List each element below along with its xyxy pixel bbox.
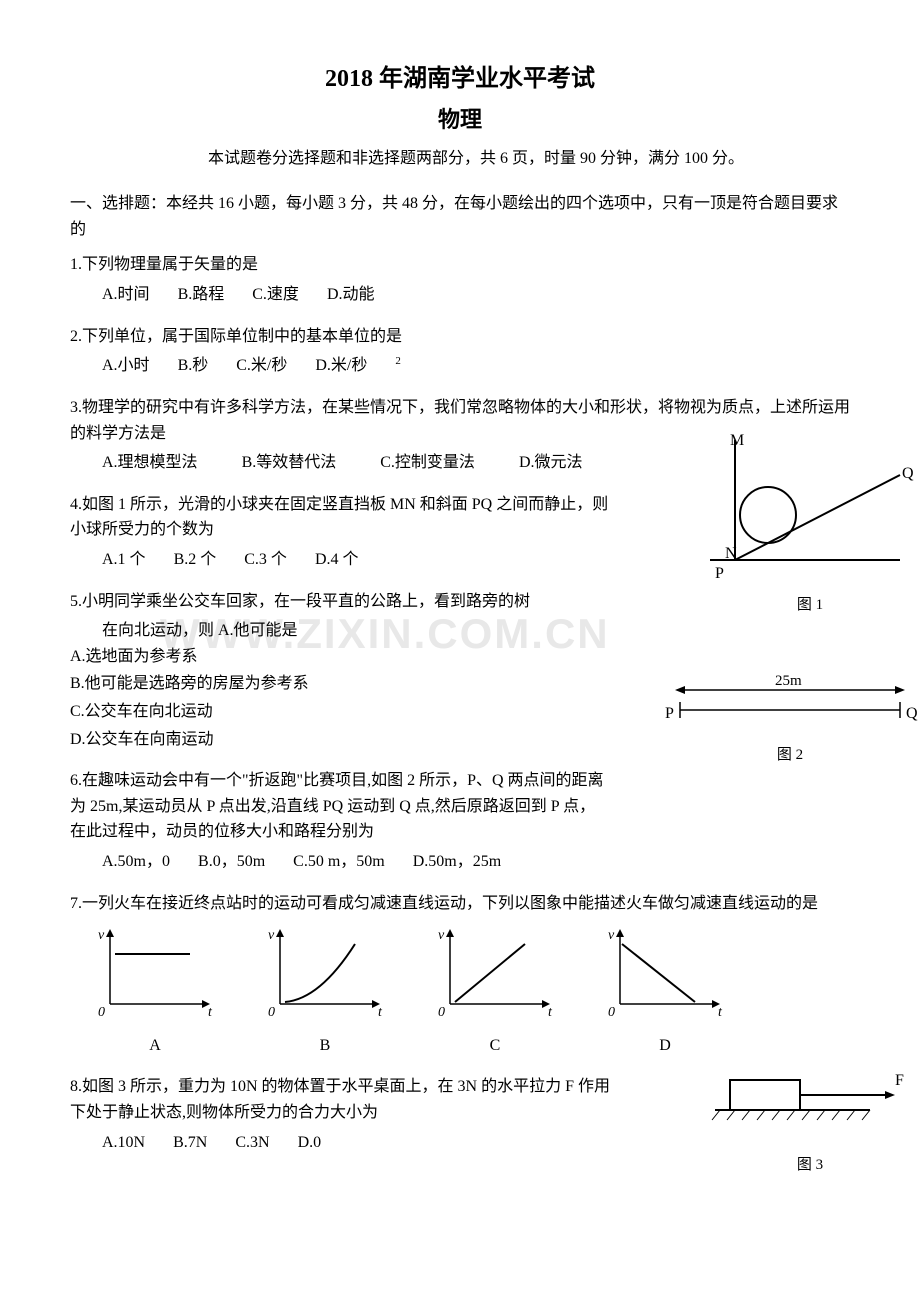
doc-subtitle: 物理 (70, 102, 850, 137)
q5-text2: 在向北运动，则 A.他可能是 (70, 618, 850, 644)
q4-text: 4.如图 1 所示，光滑的小球夹在固定竖直挡板 MN 和斜面 PQ 之间而静止，… (70, 492, 610, 543)
graph-b-label: B (260, 1033, 390, 1059)
q5-opt-a: A.选地面为参考系 (70, 644, 850, 670)
q2-opt-c: C.米/秒 (236, 357, 287, 374)
question-4: 4.如图 1 所示，光滑的小球夹在固定竖直挡板 MN 和斜面 PQ 之间而静止，… (70, 492, 850, 573)
svg-text:v: v (268, 928, 275, 943)
q2-opt-d: D.米/秒 2 (315, 357, 425, 374)
q8-opt-d: D.0 (298, 1134, 322, 1151)
question-3: 3.物理学的研究中有许多科学方法，在某些情况下，我们常忽略物体的大小和形状，将物… (70, 395, 850, 476)
q8-opt-a: A.10N (102, 1134, 145, 1151)
fig3-F: F (895, 1072, 904, 1089)
q4-options: A.1 个 B.2 个 C.3 个 D.4 个 (70, 547, 850, 573)
svg-text:0: 0 (268, 1005, 275, 1020)
doc-title: 2018 年湖南学业水平考试 (70, 60, 850, 98)
fig2-Q: Q (906, 705, 918, 722)
svg-text:v: v (98, 928, 105, 943)
svg-text:t: t (208, 1005, 213, 1020)
graph-a-label: A (90, 1033, 220, 1059)
graph-d-svg: v t 0 (600, 924, 730, 1024)
q1-options: A.时间 B.路程 C.速度 D.动能 (70, 282, 850, 308)
q4-opt-c: C.3 个 (244, 551, 287, 568)
q6-opt-b: B.0，50m (198, 853, 265, 870)
svg-text:0: 0 (608, 1005, 615, 1020)
fig3-label: 图 3 (710, 1153, 910, 1177)
q6-opt-a: A.50m，0 (102, 853, 170, 870)
svg-text:t: t (378, 1005, 383, 1020)
q2-opt-a: A.小时 (102, 357, 150, 374)
q5-opt-c: C.公交车在向北运动 (70, 699, 850, 725)
svg-text:t: t (718, 1005, 723, 1020)
q1-opt-c: C.速度 (252, 286, 299, 303)
q7-text: 7.一列火车在接近终点站时的运动可看成匀减速直线运动，下列以图象中能描述火车做匀… (70, 891, 850, 917)
q3-options: A.理想模型法 B.等效替代法 C.控制变量法 D.微元法 (70, 450, 850, 476)
q2-options: A.小时 B.秒 C.米/秒 D.米/秒 2 (70, 353, 850, 379)
q4-opt-d: D.4 个 (315, 551, 359, 568)
section-header: 一、选排题：本经共 16 小题，每小题 3 分，共 48 分，在每小题绘出的四个… (70, 191, 850, 242)
question-5: 5.小明同学乘坐公交车回家，在一段平直的公路上，看到路旁的树 在向北运动，则 A… (70, 589, 850, 753)
q1-opt-b: B.路程 (178, 286, 225, 303)
q1-opt-a: A.时间 (102, 286, 150, 303)
q3-opt-b: B.等效替代法 (242, 454, 337, 471)
q8-opt-b: B.7N (173, 1134, 207, 1151)
question-7: 7.一列火车在接近终点站时的运动可看成匀减速直线运动，下列以图象中能描述火车做匀… (70, 891, 850, 1059)
superscript-2: 2 (395, 355, 401, 367)
question-8: 8.如图 3 所示，重力为 10N 的物体置于水平桌面上，在 3N 的水平拉力 … (70, 1074, 850, 1155)
q4-opt-a: A.1 个 (102, 551, 146, 568)
document-content: 2018 年湖南学业水平考试 物理 本试题卷分选择题和非选择题两部分，共 6 页… (70, 60, 850, 1155)
doc-intro: 本试题卷分选择题和非选择题两部分，共 6 页，时量 90 分钟，满分 100 分… (70, 146, 850, 172)
fig1-Q: Q (902, 465, 914, 482)
q6-opt-c: C.50 m，50m (293, 853, 385, 870)
graph-a: v t 0 A (90, 924, 220, 1058)
svg-text:0: 0 (98, 1005, 105, 1020)
graph-b-svg: v t 0 (260, 924, 390, 1024)
svg-text:v: v (608, 928, 615, 943)
question-2: 2.下列单位，属于国际单位制中的基本单位的是 A.小时 B.秒 C.米/秒 D.… (70, 324, 850, 380)
graph-d: v t 0 D (600, 924, 730, 1058)
q2-opt-b: B.秒 (178, 357, 209, 374)
q3-opt-c: C.控制变量法 (380, 454, 475, 471)
q3-opt-a: A.理想模型法 (102, 454, 198, 471)
q6-options: A.50m，0 B.0，50m C.50 m，50m D.50m，25m (70, 849, 850, 875)
q1-text: 1.下列物理量属于矢量的是 (70, 252, 850, 278)
graph-c-svg: v t 0 (430, 924, 560, 1024)
q3-text: 3.物理学的研究中有许多科学方法，在某些情况下，我们常忽略物体的大小和形状，将物… (70, 395, 850, 446)
q2-opt-d-text: D.米/秒 (315, 357, 371, 374)
q7-graphs: v t 0 A v t 0 B (70, 924, 850, 1058)
q5-text1: 5.小明同学乘坐公交车回家，在一段平直的公路上，看到路旁的树 (70, 589, 610, 615)
q2-text: 2.下列单位，属于国际单位制中的基本单位的是 (70, 324, 850, 350)
q6-text: 6.在趣味运动会中有一个"折返跑"比赛项目,如图 2 所示，P、Q 两点间的距离… (70, 768, 610, 845)
q5-opt-d: D.公交车在向南运动 (70, 727, 850, 753)
svg-text:t: t (548, 1005, 553, 1020)
svg-text:0: 0 (438, 1005, 445, 1020)
q1-opt-d: D.动能 (327, 286, 375, 303)
graph-c: v t 0 C (430, 924, 560, 1058)
graph-d-label: D (600, 1033, 730, 1059)
question-6: 6.在趣味运动会中有一个"折返跑"比赛项目,如图 2 所示，P、Q 两点间的距离… (70, 768, 850, 874)
svg-text:v: v (438, 928, 445, 943)
q8-options: A.10N B.7N C.3N D.0 (70, 1130, 850, 1156)
q5-options: A.选地面为参考系 B.他可能是选路旁的房屋为参考系 C.公交车在向北运动 D.… (70, 644, 850, 752)
q6-opt-d: D.50m，25m (413, 853, 501, 870)
q3-opt-d: D.微元法 (519, 454, 583, 471)
q4-opt-b: B.2 个 (174, 551, 217, 568)
q5-opt-b: B.他可能是选路旁的房屋为参考系 (70, 671, 850, 697)
graph-a-svg: v t 0 (90, 924, 220, 1024)
question-1: 1.下列物理量属于矢量的是 A.时间 B.路程 C.速度 D.动能 (70, 252, 850, 307)
q8-opt-c: C.3N (235, 1134, 269, 1151)
graph-c-label: C (430, 1033, 560, 1059)
q8-text: 8.如图 3 所示，重力为 10N 的物体置于水平桌面上，在 3N 的水平拉力 … (70, 1074, 610, 1125)
graph-b: v t 0 B (260, 924, 390, 1058)
